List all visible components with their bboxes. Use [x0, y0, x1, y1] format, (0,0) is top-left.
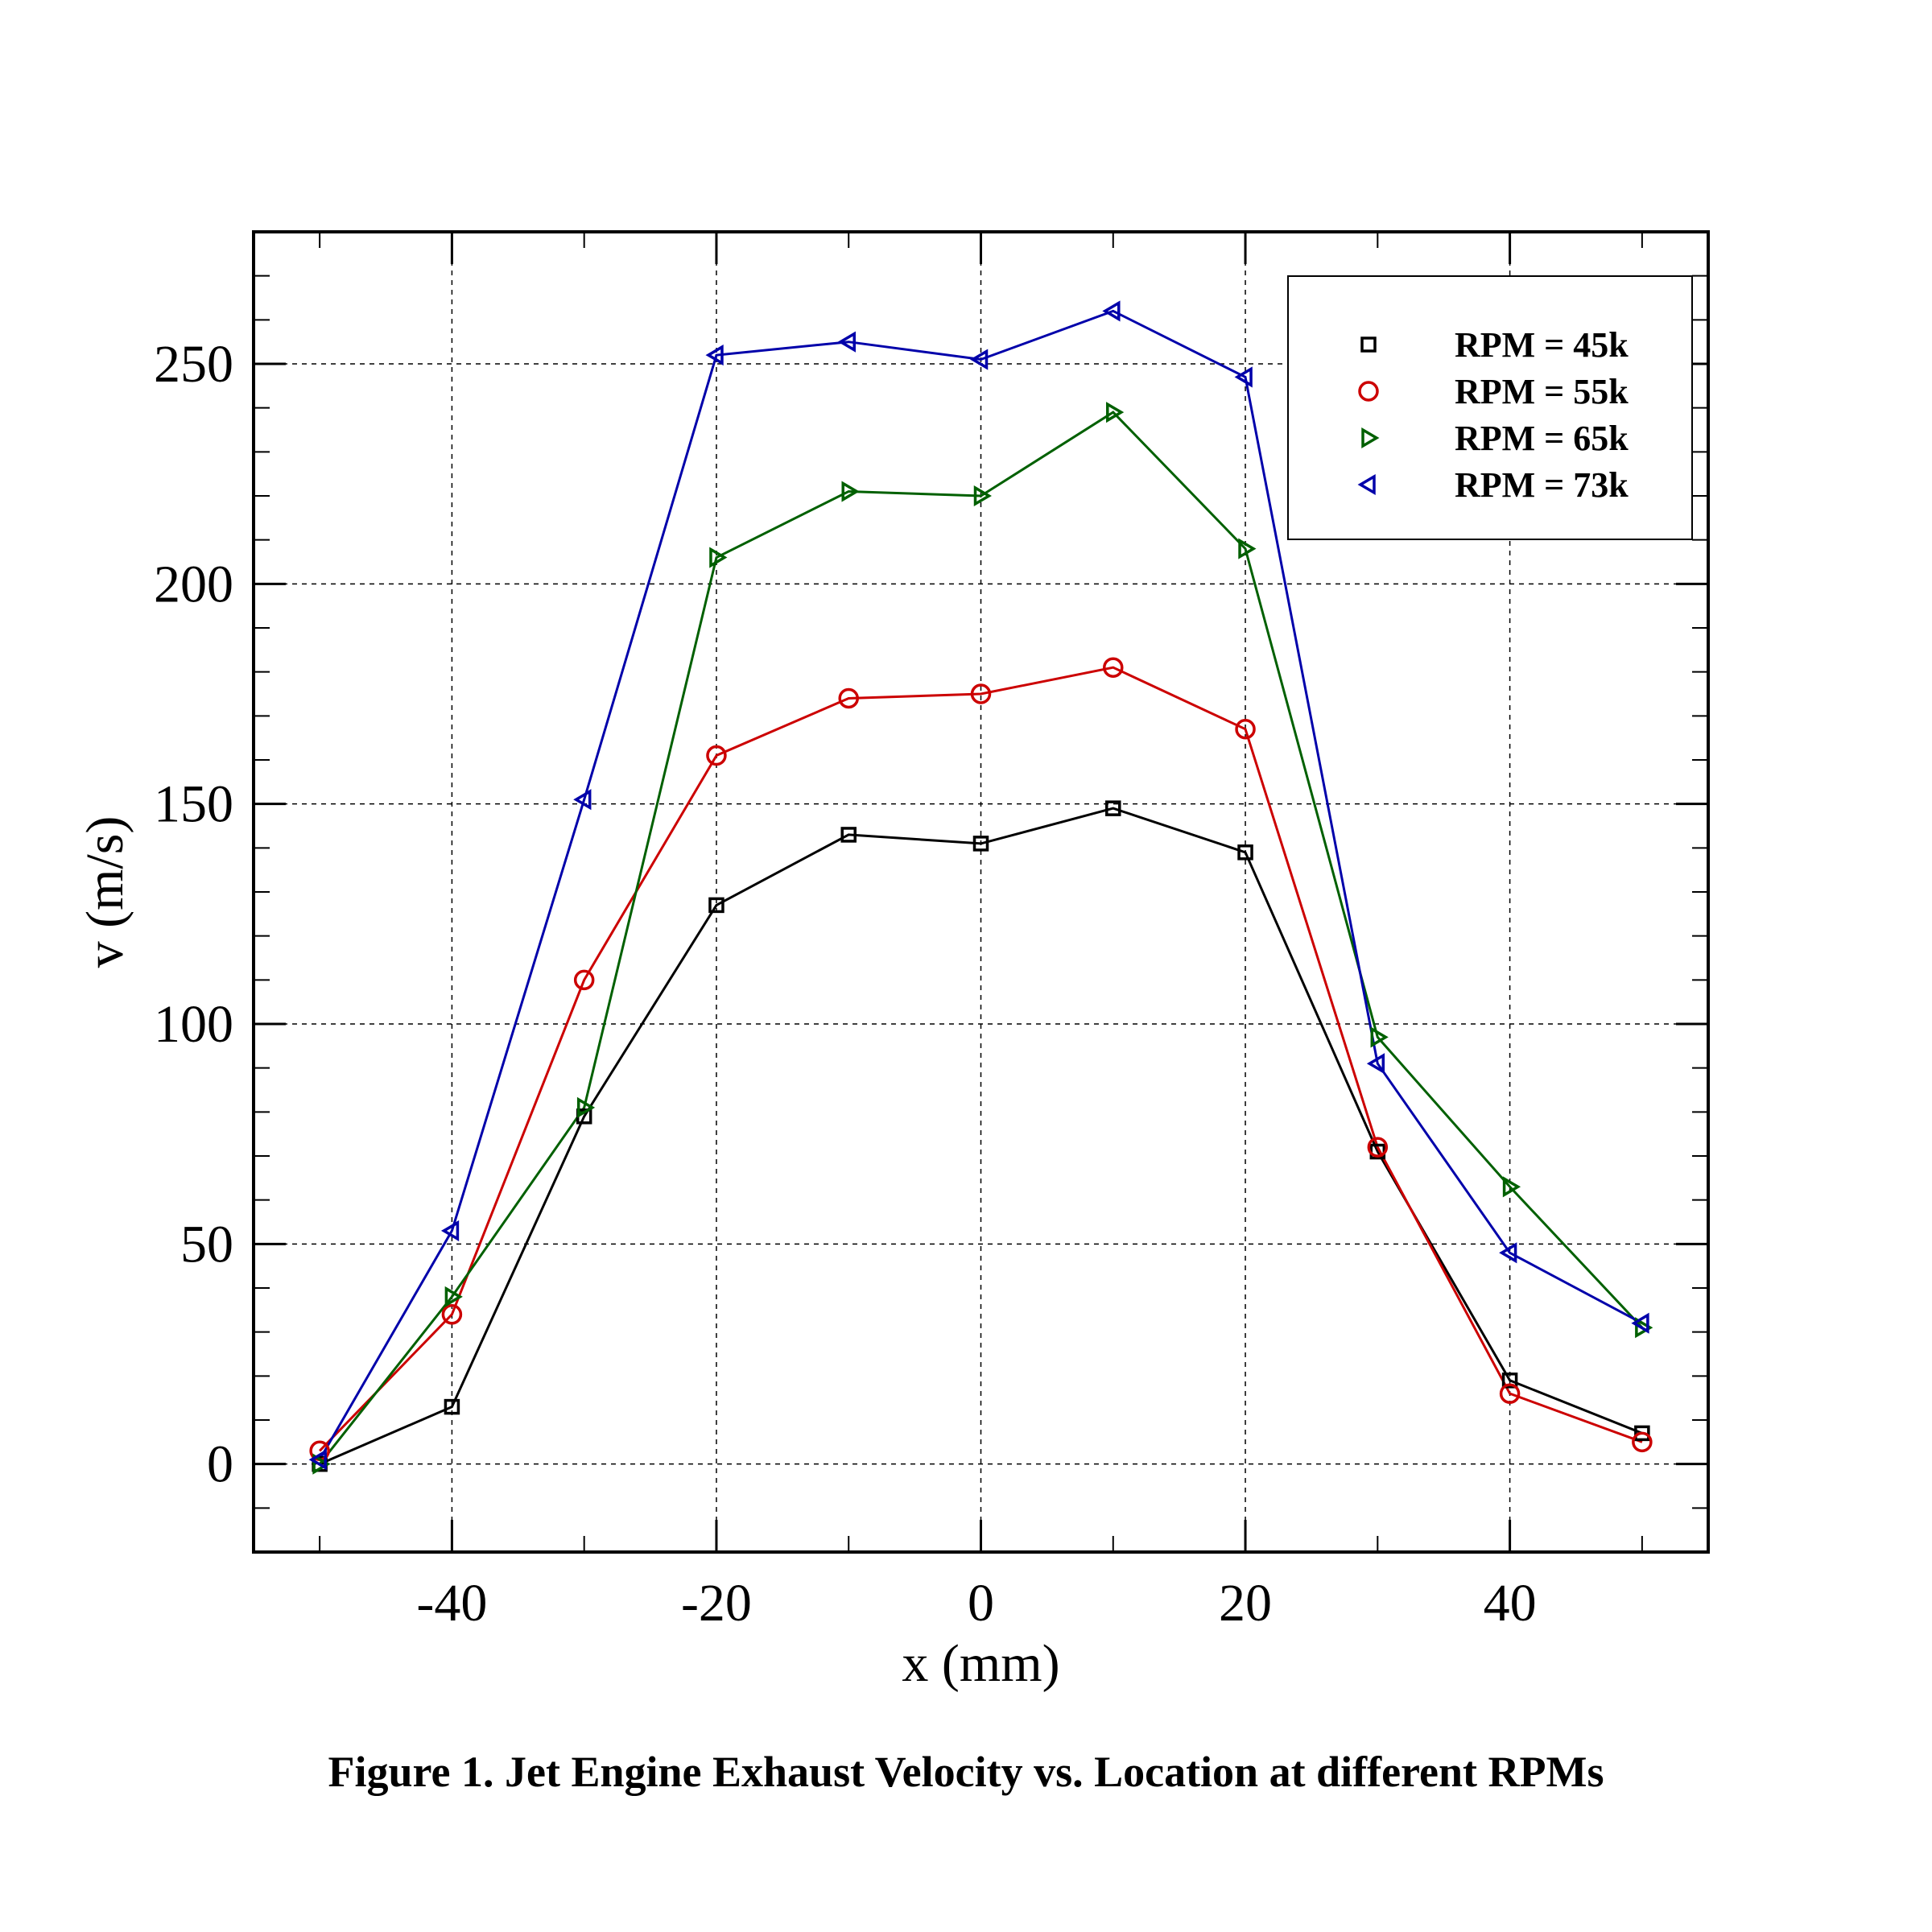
- data-point-series-2: [706, 745, 727, 766]
- y-tick-label: 50: [180, 1215, 233, 1274]
- data-point-series-1: [1634, 1425, 1650, 1442]
- x-axis-title: x (mm): [902, 1634, 1059, 1693]
- data-point-series-2: [1103, 657, 1124, 678]
- legend-box: [1287, 275, 1693, 540]
- data-point-series-1: [840, 827, 857, 843]
- data-point-series-3: [1106, 402, 1125, 423]
- data-point-series-1: [444, 1398, 460, 1415]
- y-tick-label: 250: [154, 335, 233, 394]
- y-tick-label: 150: [154, 775, 233, 834]
- y-tick-label: 0: [207, 1435, 233, 1494]
- data-point-series-4: [1234, 366, 1253, 388]
- data-point-series-4: [1102, 300, 1121, 322]
- data-point-series-2: [441, 1304, 463, 1325]
- legend-marker: [1357, 473, 1376, 496]
- data-point-series-2: [1235, 718, 1256, 740]
- data-point-series-2: [838, 687, 859, 709]
- data-point-series-3: [1635, 1317, 1653, 1339]
- data-point-series-1: [1501, 1373, 1518, 1389]
- data-point-series-3: [709, 547, 728, 568]
- data-point-series-4: [837, 331, 856, 353]
- data-point-series-4: [440, 1220, 460, 1241]
- data-point-series-4: [1631, 1312, 1649, 1334]
- data-point-series-3: [576, 1096, 596, 1118]
- data-point-series-3: [1238, 538, 1257, 559]
- data-point-series-3: [1370, 1026, 1389, 1048]
- data-point-series-2: [1499, 1383, 1521, 1404]
- data-point-series-4: [705, 345, 724, 366]
- data-point-series-2: [970, 683, 992, 704]
- x-tick-label: 20: [1219, 1574, 1272, 1633]
- legend-marker: [1358, 381, 1379, 402]
- data-point-series-3: [1502, 1176, 1521, 1198]
- data-point-series-4: [970, 349, 989, 370]
- data-point-series-1: [708, 897, 724, 914]
- data-point-series-3: [312, 1453, 331, 1475]
- x-tick-label: -20: [681, 1574, 752, 1633]
- legend-marker: [1361, 427, 1380, 449]
- series-line-2: [319, 666, 1643, 1452]
- data-point-series-1: [1105, 800, 1121, 816]
- plot-frame: [252, 230, 1710, 1554]
- data-point-series-4: [1499, 1242, 1517, 1264]
- x-tick-label: -40: [416, 1574, 487, 1633]
- data-point-series-4: [308, 1449, 327, 1471]
- data-point-series-2: [1367, 1137, 1389, 1158]
- series-line-4: [318, 309, 1643, 1460]
- data-point-series-2: [1632, 1431, 1653, 1453]
- y-axis-title: v (m/s): [76, 816, 134, 968]
- data-point-series-4: [1366, 1053, 1385, 1075]
- data-point-series-4: [573, 789, 592, 811]
- y-tick-label: 100: [154, 995, 233, 1054]
- series-line-3: [318, 411, 1643, 1465]
- x-tick-label: 0: [968, 1574, 994, 1633]
- data-point-series-1: [1237, 844, 1253, 861]
- legend-label: RPM = 73k: [1455, 465, 1629, 505]
- legend-label: RPM = 45k: [1455, 325, 1629, 365]
- x-tick-label: 40: [1484, 1574, 1537, 1633]
- data-point-series-2: [573, 969, 595, 991]
- y-tick-label: 200: [154, 555, 233, 613]
- data-point-series-3: [841, 481, 860, 502]
- legend-marker: [1360, 336, 1377, 353]
- legend-label: RPM = 55k: [1455, 372, 1629, 411]
- figure-caption: Figure 1. Jet Engine Exhaust Velocity vs…: [328, 1748, 1604, 1796]
- legend-label: RPM = 65k: [1455, 419, 1629, 458]
- data-point-series-3: [973, 485, 992, 507]
- data-point-series-1: [972, 836, 989, 852]
- data-point-series-3: [444, 1286, 463, 1307]
